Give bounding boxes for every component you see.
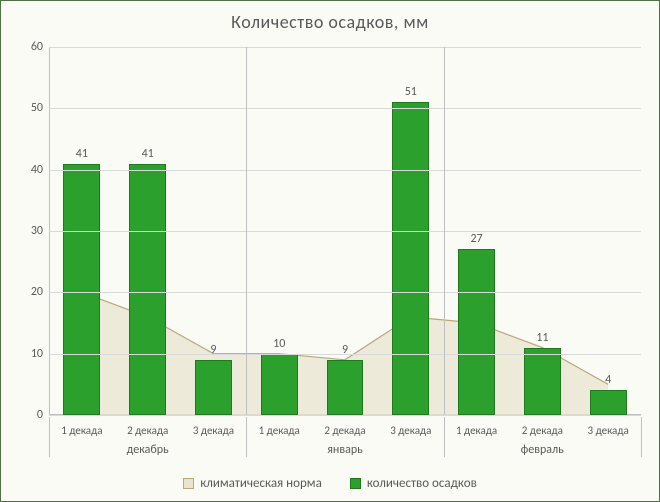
gridline: [49, 292, 641, 293]
y-tick-label: 20: [15, 285, 43, 299]
precipitation-bar: 41: [129, 164, 166, 415]
group-separator: [641, 417, 642, 457]
y-tick-label: 40: [15, 163, 43, 177]
bar-value-label: 27: [470, 232, 482, 246]
x-category-label: 3 декада: [378, 424, 444, 437]
gridline: [49, 170, 641, 171]
y-tick-label: 30: [15, 224, 43, 238]
x-group-label: январь: [246, 443, 443, 457]
x-category-row: 1 декада2 декада3 декада1 декада2 декада…: [49, 424, 641, 437]
legend-label: количество осадков: [367, 476, 477, 491]
precipitation-bar: 27: [458, 249, 495, 415]
y-tick-label: 60: [15, 40, 43, 54]
chart-frame: Количество осадков, мм 414191095127114 1…: [0, 0, 660, 502]
x-category-label: 3 декада: [181, 424, 247, 437]
x-category-label: 2 декада: [312, 424, 378, 437]
plot-area: 414191095127114 1 декада2 декада3 декада…: [49, 47, 641, 415]
chart-title: Количество осадков, мм: [1, 11, 659, 33]
gridline: [49, 47, 641, 48]
gridline: [49, 415, 641, 416]
bar-value-label: 9: [342, 343, 348, 357]
legend-swatch: [350, 478, 361, 489]
group-separator: [49, 417, 50, 457]
group-divider: [246, 47, 247, 415]
y-tick-label: 50: [15, 101, 43, 115]
y-tick-label: 10: [15, 347, 43, 361]
precipitation-bar: 9: [327, 360, 364, 415]
bar-value-label: 41: [76, 147, 88, 161]
bar-value-label: 51: [405, 85, 417, 99]
legend-label: климатическая норма: [200, 476, 322, 491]
bar-value-label: 9: [210, 343, 216, 357]
x-category-label: 3 декада: [575, 424, 641, 437]
gridline: [49, 231, 641, 232]
x-group-label: февраль: [444, 443, 641, 457]
precipitation-bar: 9: [195, 360, 232, 415]
y-tick-label: 0: [15, 408, 43, 422]
precipitation-bar: 10: [261, 354, 298, 415]
legend: климатическая норма количество осадков: [1, 476, 659, 491]
legend-item: климатическая норма: [183, 476, 322, 491]
legend-item: количество осадков: [350, 476, 477, 491]
bar-value-label: 11: [536, 331, 548, 345]
precipitation-bar: 11: [524, 348, 561, 415]
gridline: [49, 354, 641, 355]
bar-value-label: 4: [605, 373, 611, 387]
bar-value-label: 41: [142, 147, 154, 161]
legend-swatch: [183, 478, 194, 489]
x-category-label: 2 декада: [509, 424, 575, 437]
x-group-row: декабрьянварьфевраль: [49, 443, 641, 457]
x-category-label: 1 декада: [49, 424, 115, 437]
group-separator: [246, 417, 247, 457]
x-group-label: декабрь: [49, 443, 246, 457]
precipitation-bar: 41: [63, 164, 100, 415]
precipitation-bar: 51: [392, 102, 429, 415]
x-category-label: 1 декада: [246, 424, 312, 437]
x-category-label: 2 декада: [115, 424, 181, 437]
group-separator: [444, 417, 445, 457]
x-category-label: 1 декада: [444, 424, 510, 437]
precipitation-bar: 4: [590, 390, 627, 415]
gridline: [49, 108, 641, 109]
bar-value-label: 10: [273, 337, 285, 351]
group-divider: [444, 47, 445, 415]
